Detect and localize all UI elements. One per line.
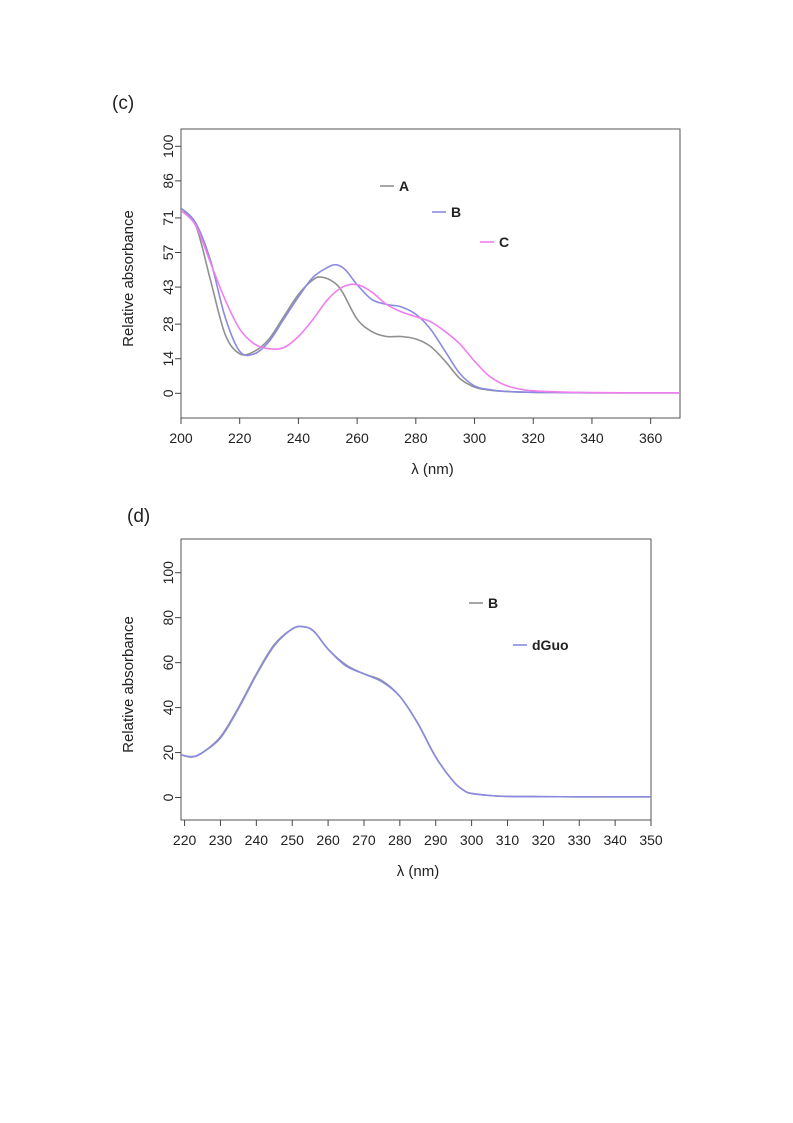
y-axis-title: Relative absorbance <box>120 616 137 753</box>
legend-label-c: C <box>499 234 509 250</box>
y-tick-label: 100 <box>160 561 176 585</box>
y-tick-label: 100 <box>160 134 176 158</box>
y-tick-label: 80 <box>160 610 176 626</box>
spectrum-chart-c: 200 220 240 260 280 300 320 340 360 0 14 28 43 57 71 86… <box>120 128 681 478</box>
plot-frame <box>180 128 681 419</box>
y-tick-label: 43 <box>160 279 176 295</box>
y-tick-label: 14 <box>160 351 176 367</box>
panel-label-c: (c) <box>112 93 135 114</box>
plot-frame <box>180 538 652 821</box>
x-tick-label: 280 <box>388 832 412 848</box>
legend-label-dguo: dGuo <box>532 637 569 653</box>
x-tick-label: 350 <box>639 832 663 848</box>
x-tick-label: 200 <box>169 430 193 446</box>
x-tick-label: 260 <box>345 430 369 446</box>
x-tick-label: 220 <box>173 832 197 848</box>
x-tick-label: 260 <box>316 832 340 848</box>
x-tick-label: 310 <box>496 832 520 848</box>
x-tick-label: 340 <box>603 832 627 848</box>
y-tick-label: 0 <box>160 793 176 801</box>
x-axis-title: λ (nm) <box>397 863 440 880</box>
series-line-c <box>181 209 680 394</box>
x-axis-title: λ (nm) <box>411 461 454 478</box>
y-axis-title: Relative absorbance <box>120 210 137 347</box>
legend-label-a: A <box>399 178 409 194</box>
x-tick-label: 240 <box>245 832 269 848</box>
x-tick-label: 250 <box>281 832 305 848</box>
x-tick-label: 320 <box>532 832 556 848</box>
x-tick-label: 280 <box>404 430 428 446</box>
legend-label-b: B <box>488 595 498 611</box>
series-line-b <box>181 207 680 394</box>
x-tick-label: 290 <box>424 832 448 848</box>
spectrum-chart-d: 220 230 240 250 260 270 280 290 300 310 320 330 340 3… <box>120 538 663 880</box>
y-tick-label: 0 <box>160 389 176 397</box>
y-tick-label: 71 <box>160 210 176 226</box>
y-tick-label: 57 <box>160 245 176 261</box>
x-tick-label: 240 <box>287 430 311 446</box>
x-tick-label: 320 <box>522 430 546 446</box>
x-tick-label: 230 <box>209 832 233 848</box>
x-tick-label: 330 <box>568 832 592 848</box>
y-tick-label: 60 <box>160 655 176 671</box>
legend-label-b: B <box>451 204 461 220</box>
y-tick-label: 28 <box>160 316 176 332</box>
x-tick-label: 270 <box>352 832 376 848</box>
y-tick-label: 40 <box>160 700 176 716</box>
x-tick-label: 300 <box>463 430 487 446</box>
series-line-b <box>181 625 651 798</box>
x-tick-label: 360 <box>639 430 663 446</box>
x-tick-label: 220 <box>228 430 252 446</box>
y-tick-label: 20 <box>160 745 176 761</box>
x-tick-label: 300 <box>460 832 484 848</box>
series-line-dguo <box>181 625 651 798</box>
y-tick-label: 86 <box>160 173 176 189</box>
x-tick-label: 340 <box>580 430 604 446</box>
panel-label-d: (d) <box>127 506 151 527</box>
